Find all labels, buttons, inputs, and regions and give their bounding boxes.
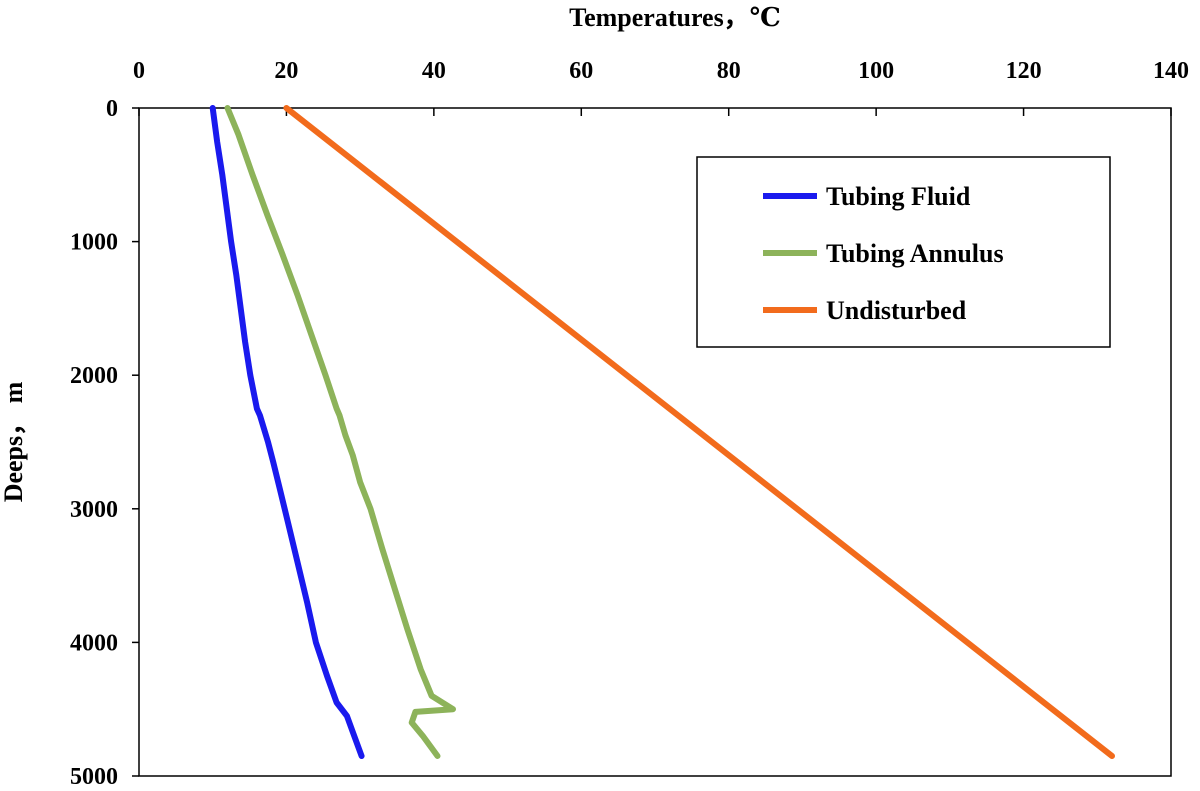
x-tick-label: 20 bbox=[274, 58, 298, 84]
x-axis: 0 20 40 60 80 100 120 140 bbox=[133, 58, 1189, 116]
x-tick-label: 0 bbox=[133, 58, 145, 84]
series-line-tubing-annulus bbox=[224, 105, 456, 759]
y-tick-label: 5000 bbox=[70, 764, 118, 790]
y-tick-label: 1000 bbox=[70, 230, 118, 256]
x-tick-label: 60 bbox=[569, 58, 593, 84]
legend: Tubing Fluid Tubing Annulus Undisturbed bbox=[696, 156, 1111, 348]
x-tick-label: 100 bbox=[858, 58, 894, 84]
x-tick-label: 120 bbox=[1006, 58, 1042, 84]
series-line-undisturbed bbox=[283, 105, 1115, 759]
x-tick-label: 40 bbox=[422, 58, 446, 84]
x-tick-label: 140 bbox=[1153, 58, 1189, 84]
legend-label-tubing-fluid: Tubing Fluid bbox=[826, 182, 971, 211]
x-axis-title: Temperatures，℃ bbox=[569, 3, 781, 32]
y-axis: 0 1000 2000 3000 4000 5000 bbox=[70, 96, 139, 790]
y-tick-label: 0 bbox=[106, 96, 118, 122]
y-axis-title: Deeps， m bbox=[0, 381, 28, 502]
series-layer bbox=[209, 105, 1115, 759]
series-line-tubing-fluid bbox=[209, 105, 365, 759]
legend-label-undisturbed: Undisturbed bbox=[826, 296, 967, 325]
legend-label-tubing-annulus: Tubing Annulus bbox=[826, 239, 1004, 268]
y-tick-label: 3000 bbox=[70, 497, 118, 523]
y-tick-label: 4000 bbox=[70, 630, 118, 656]
x-tick-label: 80 bbox=[717, 58, 741, 84]
y-tick-label: 2000 bbox=[70, 363, 118, 389]
